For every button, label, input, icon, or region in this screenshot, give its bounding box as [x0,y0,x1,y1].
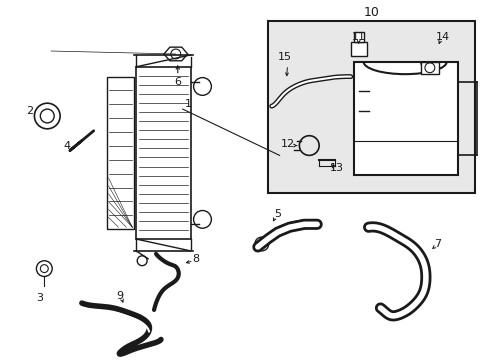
Text: 12: 12 [280,139,294,149]
Text: 15: 15 [277,52,291,62]
Text: 4: 4 [63,140,70,150]
Text: 7: 7 [433,239,441,249]
Text: 13: 13 [329,163,343,173]
Text: 9: 9 [116,291,123,301]
Bar [350,42,366,56]
Bar [353,32,363,42]
Text: 2: 2 [26,106,33,116]
Text: 10: 10 [363,6,379,19]
Text: 14: 14 [435,32,449,42]
Text: 3: 3 [36,293,43,303]
Text: 11: 11 [351,32,365,42]
Text: 5: 5 [274,210,281,220]
Polygon shape [163,47,187,61]
Text: 6: 6 [174,77,181,86]
Text: 1: 1 [185,99,192,109]
Bar [420,62,438,74]
Bar [106,77,134,229]
Bar [136,67,190,239]
Bar [267,21,474,193]
Text: 8: 8 [192,254,199,264]
Bar [353,62,457,175]
